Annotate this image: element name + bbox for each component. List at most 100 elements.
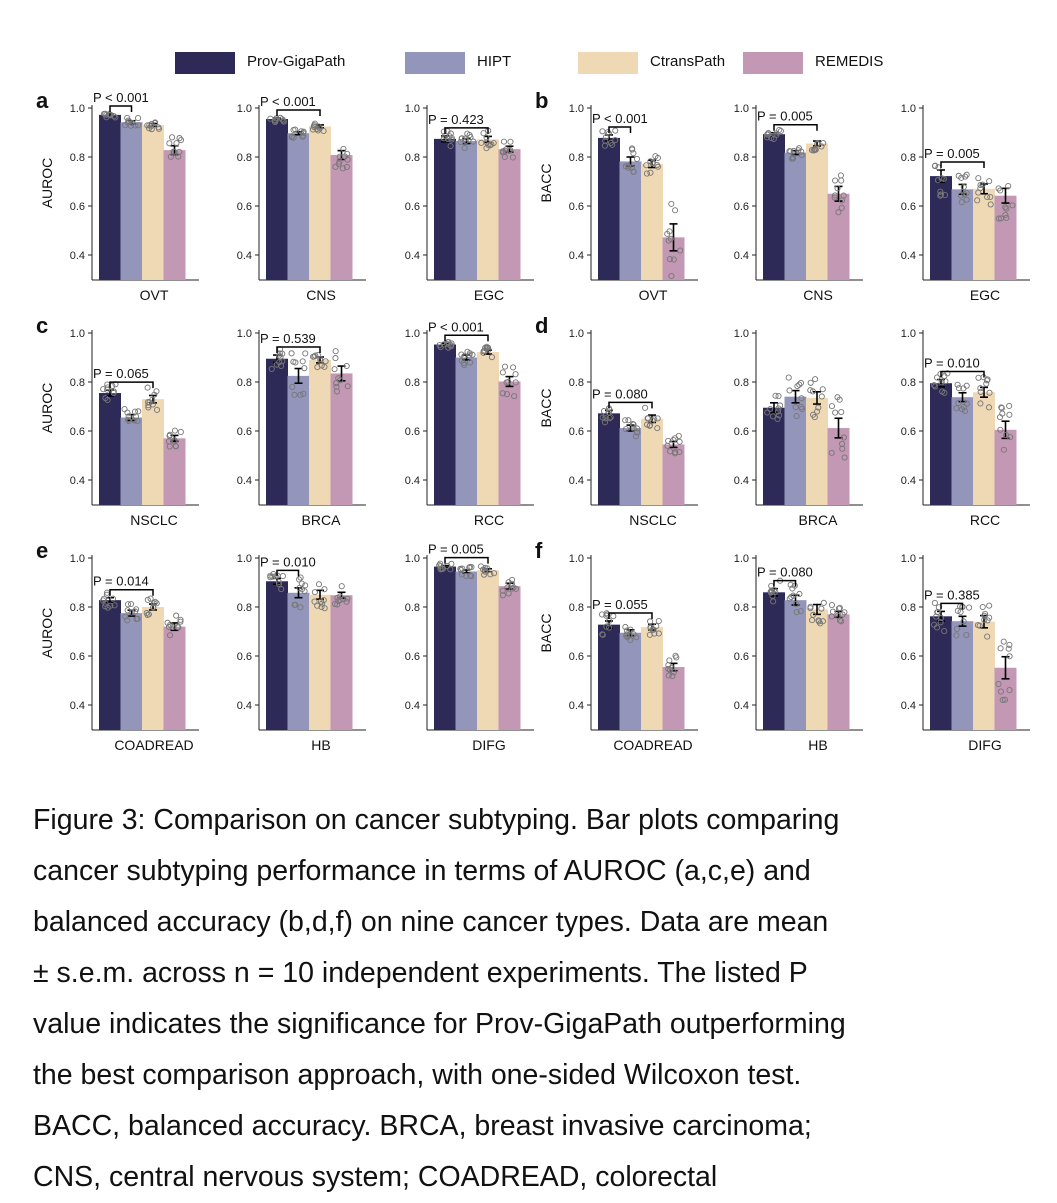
sample-point <box>961 408 969 415</box>
sample-point <box>166 140 173 147</box>
y-tick-label: 0.4 <box>237 250 252 262</box>
sample-point <box>155 124 162 131</box>
sample-point <box>647 158 654 165</box>
sample-point <box>152 598 159 606</box>
y-tick-label: 0.4 <box>70 250 85 262</box>
y-tick-label: 0.6 <box>901 201 916 213</box>
sample-point <box>798 404 805 411</box>
sample-point <box>975 374 982 381</box>
sample-point <box>502 147 509 154</box>
y-tick-label: 0.8 <box>569 602 584 614</box>
sample-point <box>468 573 475 580</box>
sample-point <box>457 565 464 572</box>
sample-point <box>144 384 151 391</box>
sample-point <box>647 618 654 625</box>
y-tick-label: 1.0 <box>405 328 420 340</box>
sample-point <box>776 412 783 419</box>
sample-point <box>296 576 303 583</box>
sample-point <box>145 404 152 411</box>
y-tick-label: 0.6 <box>734 426 749 438</box>
sample-point <box>986 389 993 396</box>
sample-point <box>962 173 969 180</box>
sample-point <box>628 164 635 171</box>
sample-point <box>626 632 633 639</box>
sample-point <box>447 130 454 137</box>
sample-point <box>654 415 661 422</box>
sample-point <box>126 118 133 125</box>
x-axis-label: COADREAD <box>613 737 692 753</box>
sample-point <box>503 391 511 398</box>
sample-point <box>315 123 322 130</box>
y-tick-label: 0.4 <box>569 250 584 262</box>
sample-point <box>458 571 465 578</box>
bar-ctranspath <box>142 399 164 505</box>
sample-point <box>777 402 784 409</box>
sample-point <box>149 401 156 408</box>
sample-point <box>818 605 825 612</box>
sample-point <box>340 145 347 152</box>
sample-point <box>995 680 1002 688</box>
chart-panel-brca-metric: 0.4 0.6 0.8 1.0 BRCA <box>734 328 863 528</box>
sample-point <box>176 135 183 142</box>
sample-point <box>109 595 116 602</box>
p-value-label: P = 0.014 <box>93 574 149 589</box>
sample-point <box>623 627 630 634</box>
chart-panel-hb-metric: 0.4 0.6 0.8 1.0 HB P = 0.010 <box>237 553 366 753</box>
sample-point <box>470 138 477 145</box>
bar-hipt <box>951 189 974 280</box>
sample-point <box>599 631 606 638</box>
sample-point <box>483 139 490 146</box>
sample-point <box>790 154 797 161</box>
x-axis-label: OVT <box>639 287 668 303</box>
sample-point <box>839 445 846 452</box>
legend-swatch <box>175 52 235 74</box>
sample-point <box>510 364 517 371</box>
sample-point <box>446 133 453 140</box>
legend-swatch <box>743 52 803 74</box>
sample-point <box>322 358 329 365</box>
sample-point <box>932 383 939 390</box>
sample-point <box>963 171 970 178</box>
y-tick-label: 0.8 <box>569 377 584 389</box>
sample-point <box>997 187 1004 194</box>
sample-point <box>148 126 155 133</box>
bar-ctranspath <box>641 163 663 280</box>
sample-point <box>1009 202 1016 209</box>
bar-remedis <box>827 428 850 505</box>
y-tick-label: 0.6 <box>237 201 252 213</box>
y-tick-label: 0.8 <box>901 602 916 614</box>
sample-point <box>772 392 779 399</box>
sample-point <box>343 362 350 370</box>
sample-point <box>171 437 178 444</box>
legend-label: REMEDIS <box>815 53 884 70</box>
y-axis-label: BACC <box>538 164 554 203</box>
sample-point <box>333 388 341 395</box>
sample-point <box>835 209 842 216</box>
sample-point <box>940 175 947 182</box>
sample-point <box>966 604 973 611</box>
sample-point <box>764 131 771 138</box>
sample-point <box>939 388 946 395</box>
y-tick-label: 1.0 <box>237 553 252 565</box>
sample-point <box>963 400 970 407</box>
y-tick-label: 0.4 <box>901 250 916 262</box>
sample-point <box>960 184 967 191</box>
sample-point <box>124 409 131 416</box>
p-value-label: P = 0.005 <box>428 542 484 557</box>
y-axis-label: BACC <box>538 614 554 653</box>
sample-point <box>466 350 473 357</box>
sample-point <box>775 392 782 400</box>
panel-letter: d <box>535 313 548 338</box>
sample-point <box>811 414 818 421</box>
sample-point <box>1002 204 1009 211</box>
sample-point <box>177 428 184 435</box>
bar-remedis <box>827 614 850 730</box>
sample-point <box>941 192 949 199</box>
sample-point <box>828 403 835 410</box>
sample-point <box>150 600 157 607</box>
sample-point <box>676 438 683 445</box>
y-tick-label: 0.8 <box>901 152 916 164</box>
sample-point <box>1006 402 1013 410</box>
panel-letter: c <box>36 313 48 338</box>
sample-point <box>166 632 174 639</box>
